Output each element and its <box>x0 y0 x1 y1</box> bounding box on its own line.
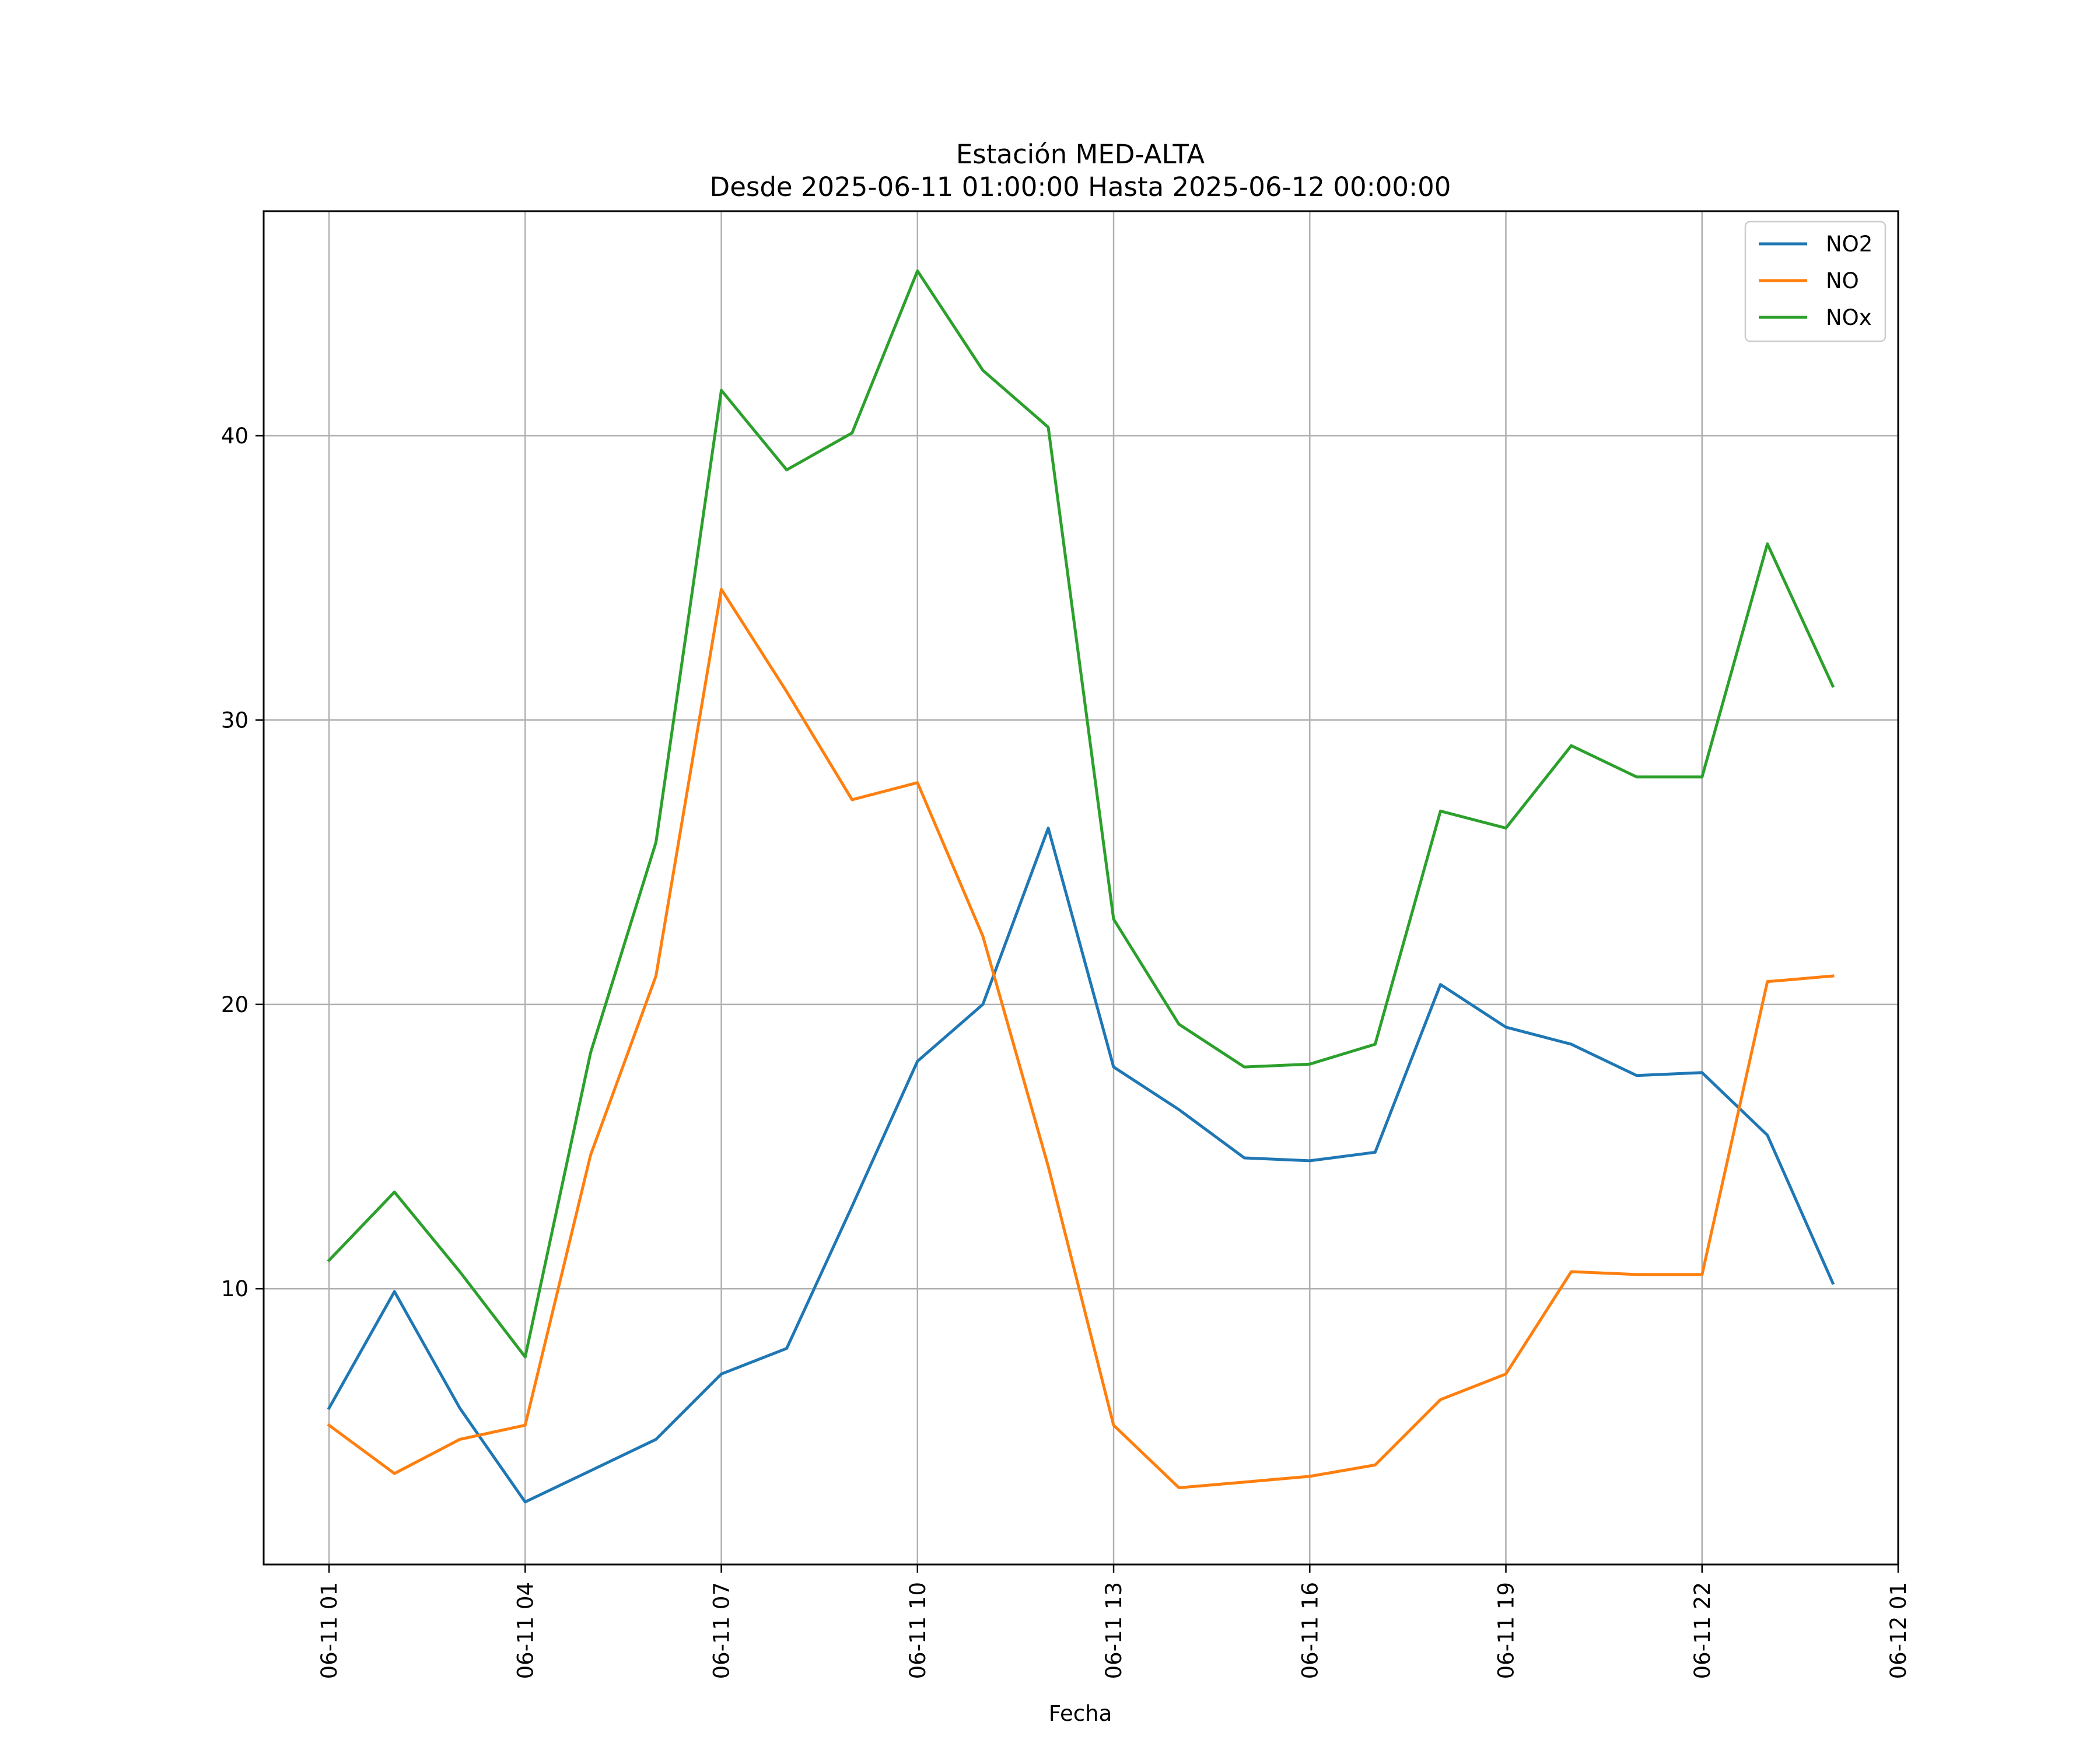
series-line-nox <box>327 269 1835 1359</box>
y-tick-label: 30 <box>221 708 249 733</box>
plot-frame <box>262 210 1899 1566</box>
x-tick-label: 06-11 04 <box>513 1582 538 1679</box>
x-tick-label: 06-11 13 <box>1101 1582 1126 1679</box>
x-tick-label: 06-11 16 <box>1297 1582 1322 1679</box>
y-tick-label: 40 <box>221 424 249 449</box>
series-line-no2 <box>327 827 1835 1504</box>
y-tick-label: 10 <box>221 1276 249 1301</box>
legend-label-nox: NOx <box>1826 305 1872 330</box>
x-tick-label: 06-11 10 <box>905 1582 930 1679</box>
x-tick-label: 06-11 22 <box>1690 1582 1715 1679</box>
x-tick-label: 06-11 07 <box>709 1582 734 1679</box>
series-layer <box>327 269 1835 1504</box>
legend-label-no: NO <box>1826 268 1859 293</box>
chart-title: Estación MED-ALTA <box>956 139 1205 170</box>
legend: NO2 NO NOx <box>1744 220 1887 342</box>
series-line-no <box>327 587 1835 1489</box>
x-axis-label: Fecha <box>1049 1701 1112 1726</box>
chart-subtitle: Desde 2025-06-11 01:00:00 Hasta 2025-06-… <box>710 172 1451 202</box>
y-tick-label: 20 <box>221 992 249 1017</box>
legend-label-no2: NO2 <box>1826 232 1873 257</box>
x-tick-label: 06-11 19 <box>1494 1582 1519 1679</box>
x-tick-label: 06-11 01 <box>317 1582 342 1679</box>
x-tick-label: 06-12 01 <box>1886 1582 1911 1679</box>
legend-entries: NO2 NO NOx <box>1759 232 1873 330</box>
ticks-layer: 06-11 01 06-11 04 06-11 07 06-11 10 06-11 13… <box>221 424 1911 1679</box>
legend-box <box>1744 220 1887 342</box>
